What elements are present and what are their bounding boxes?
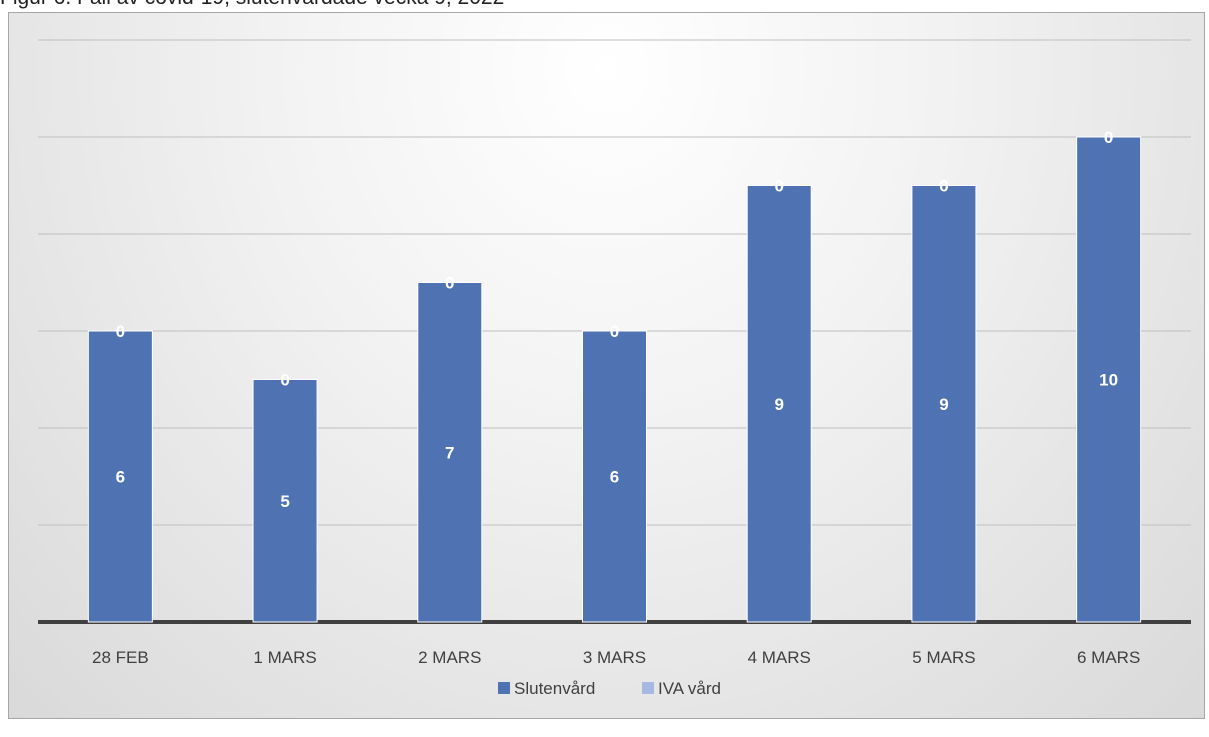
- legend: Slutenvård IVA vård: [498, 679, 721, 698]
- legend-swatch-iva-vard: [642, 682, 654, 694]
- legend-label-slutenvard: Slutenvård: [514, 679, 595, 698]
- x-tick-label: 2 MARS: [418, 648, 481, 667]
- data-label-slutenvard: 9: [774, 395, 783, 414]
- data-label-iva-vard: 0: [280, 371, 289, 390]
- x-tick-labels: 28 FEB 1 MARS 2 MARS 3 MARS 4 MARS 5 MARS 6 MA…: [92, 648, 1140, 667]
- bar-slutenvard: [746, 185, 812, 623]
- data-label-iva-vard: 0: [610, 322, 619, 341]
- bar-slutenvard: [252, 379, 318, 623]
- bar-slutenvard: [87, 330, 153, 623]
- x-tick-label: 4 MARS: [748, 648, 811, 667]
- data-label-slutenvard: 5: [280, 492, 289, 511]
- bar-slutenvard: [911, 185, 977, 623]
- legend-label-iva-vard: IVA vård: [658, 679, 721, 698]
- x-tick-label: 3 MARS: [583, 648, 646, 667]
- x-tick-label: 6 MARS: [1077, 648, 1140, 667]
- data-label-iva-vard: 0: [939, 177, 948, 196]
- x-tick-label: 28 FEB: [92, 648, 149, 667]
- data-label-iva-vard: 0: [116, 322, 125, 341]
- data-label-iva-vard: 0: [774, 177, 783, 196]
- bar-slutenvard: [417, 282, 483, 623]
- x-tick-label: 1 MARS: [253, 648, 316, 667]
- bars: [87, 136, 1142, 623]
- bar-slutenvard: [582, 330, 647, 623]
- data-label-slutenvard: 6: [610, 468, 619, 487]
- data-label-iva-vard: 0: [445, 274, 454, 293]
- x-tick-label: 5 MARS: [912, 648, 975, 667]
- data-label-slutenvard: 6: [116, 468, 125, 487]
- data-label-slutenvard: 10: [1099, 371, 1118, 390]
- data-label-slutenvard: 7: [445, 443, 454, 462]
- data-labels: 6 0 5 0 7 0 6 0 9 0 9 0 10 0: [116, 128, 1118, 511]
- bar-slutenvard: [1076, 136, 1142, 623]
- data-label-slutenvard: 9: [939, 395, 948, 414]
- figure-title: Figur 6. Fall av covid-19, slutenvårdade…: [0, 0, 504, 10]
- legend-swatch-slutenvard: [498, 682, 510, 694]
- data-label-iva-vard: 0: [1104, 128, 1113, 147]
